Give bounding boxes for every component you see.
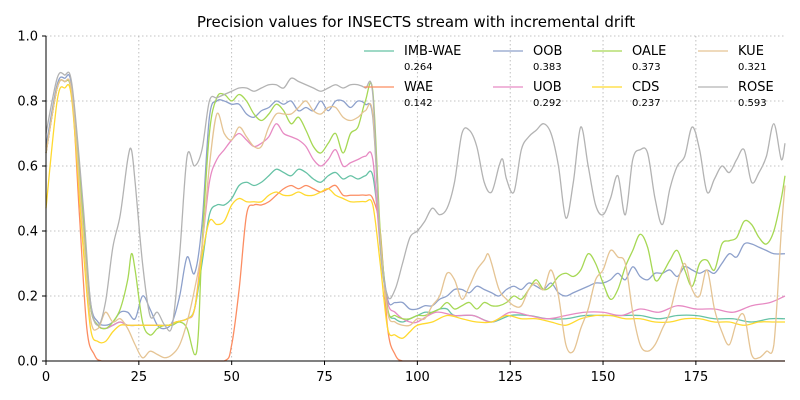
x-tick-label: 100 [405,370,430,385]
legend: IMB-WAE 0.264 WAE 0.142 OOB 0.383 UOB 0.292 OALE… [364,44,774,109]
legend-score-uob: 0.292 [533,98,562,109]
legend-score-rose: 0.593 [738,98,767,109]
x-tick-label: 0 [42,370,50,385]
x-tick-label: 175 [683,370,708,385]
series-line-imb-wae [45,79,786,330]
y-tick-label: 0.6 [17,160,38,175]
legend-score-oob: 0.383 [533,62,562,73]
y-tick-label: 0.8 [17,95,38,110]
x-tick-label: 150 [591,370,616,385]
legend-label-oale: OALE [632,44,666,59]
x-tick-label: 125 [498,370,523,385]
legend-score-wae: 0.142 [404,98,433,109]
series-line-oale [45,79,786,356]
legend-label-imb-wae: IMB-WAE [404,44,461,59]
series-line-wae [45,79,785,362]
series-line-uob [45,79,786,330]
y-tick-label: 0.4 [17,225,38,240]
legend-score-imb-wae: 0.264 [404,62,433,73]
y-tick-label: 0.2 [17,290,38,305]
legend-label-uob: UOB [533,80,562,95]
y-axis-ticks: 0.0 0.2 0.4 0.6 0.8 1.0 [17,30,46,370]
legend-label-wae: WAE [404,80,433,95]
x-tick-label: 50 [223,370,240,385]
series-line-oob [45,74,786,330]
legend-label-oob: OOB [533,44,562,59]
x-axis-ticks: 0 25 50 75 100 125 150 175 [42,361,708,385]
y-tick-label: 0.0 [17,355,38,370]
legend-label-kue: KUE [738,44,764,59]
legend-score-kue: 0.321 [738,62,767,73]
legend-score-oale: 0.373 [632,62,661,73]
legend-score-cds: 0.237 [632,98,661,109]
chart-title: Precision values for INSECTS stream with… [197,13,635,31]
series-line-cds [45,83,785,344]
series-line-rose [45,71,786,332]
axes [45,36,785,362]
x-tick-label: 75 [316,370,333,385]
legend-label-rose: ROSE [738,80,774,95]
y-tick-label: 1.0 [17,30,38,45]
legend-label-cds: CDS [632,80,659,95]
series-lines [45,71,786,362]
series-line-kue [45,78,786,360]
x-tick-label: 25 [131,370,148,385]
